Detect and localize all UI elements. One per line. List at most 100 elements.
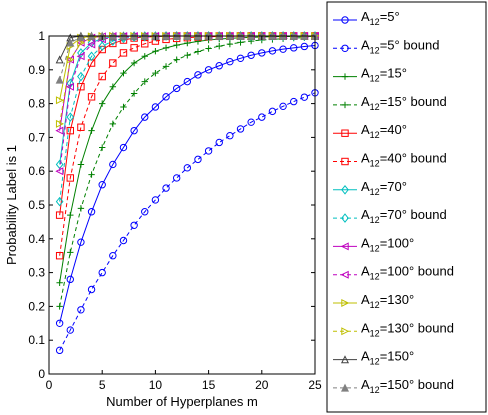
- data-point: [130, 59, 138, 67]
- data-point: [99, 144, 106, 151]
- data-point: [55, 75, 64, 84]
- legend-item: A12=15°: [333, 66, 407, 84]
- data-point: [66, 55, 75, 64]
- legend-marker: [341, 16, 349, 24]
- legend-item: A12=100°: [333, 235, 414, 253]
- y-tick-label: 0.7: [28, 130, 45, 144]
- data-point: [87, 285, 96, 294]
- data-point: [55, 119, 64, 128]
- series-line: [59, 35, 315, 283]
- y-tick-label: 0.4: [28, 232, 45, 246]
- data-point: [215, 31, 224, 41]
- legend-marker: [341, 327, 350, 336]
- legend-marker: [340, 355, 350, 364]
- data-point: [162, 31, 170, 41]
- legend-marker: [341, 73, 349, 80]
- data-point: [215, 62, 223, 70]
- data-point: [226, 132, 234, 140]
- data-point: [141, 78, 148, 85]
- data-point: [268, 47, 277, 55]
- series-line: [59, 35, 315, 124]
- data-point: [109, 83, 117, 90]
- legend-item: A12=150° bound: [333, 377, 454, 395]
- legend-item: A12=5° bound: [333, 37, 439, 55]
- data-point: [173, 41, 180, 49]
- x-tick-label: 10: [149, 378, 163, 392]
- data-point: [109, 120, 117, 128]
- data-point: [77, 123, 85, 131]
- legend-marker: [341, 129, 349, 137]
- series-layer: [55, 31, 320, 355]
- legend-label: A12=130°: [361, 292, 414, 310]
- legend-label: A12=5°: [361, 9, 400, 27]
- legend-label: A12=5° bound: [361, 37, 439, 55]
- y-axis-label: Probability Label is 1: [4, 145, 19, 265]
- data-point: [247, 118, 255, 126]
- data-point: [162, 93, 170, 101]
- data-point: [130, 44, 138, 52]
- data-point: [236, 54, 245, 63]
- data-point: [247, 31, 256, 41]
- data-point: [98, 72, 106, 81]
- y-tick-label: 0.1: [28, 333, 45, 347]
- series-3: [56, 33, 319, 286]
- data-point: [183, 31, 192, 41]
- data-point: [87, 51, 96, 62]
- legend-item: A12=150°: [333, 349, 414, 367]
- legend-marker: [341, 157, 349, 166]
- data-point: [77, 238, 85, 246]
- data-point: [56, 303, 63, 310]
- data-point: [120, 69, 127, 77]
- data-point: [55, 167, 64, 176]
- data-point: [55, 196, 64, 207]
- data-point: [88, 171, 95, 178]
- x-axis: 0 5 10 15 20 25: [46, 36, 322, 392]
- legend-item: A12=130° bound: [333, 320, 454, 338]
- data-point: [172, 174, 181, 182]
- series-5: [55, 32, 319, 219]
- series-9: [55, 31, 319, 135]
- data-point: [130, 90, 138, 97]
- data-point: [268, 31, 277, 41]
- data-point: [268, 107, 277, 116]
- data-point: [183, 164, 192, 172]
- legend-item: A12=70°: [333, 179, 407, 197]
- data-point: [76, 52, 85, 61]
- legend-marker: [341, 184, 349, 195]
- data-point: [130, 31, 138, 41]
- data-point: [151, 103, 160, 111]
- data-point: [152, 69, 159, 77]
- data-point: [279, 45, 287, 53]
- legend-label: A12=70° bound: [361, 207, 447, 225]
- series-6: [55, 32, 319, 260]
- y-axis: 0 0.1 0.2 0.3 0.4 0.5 0.6 0.7 0.8 0.9 1: [28, 29, 315, 381]
- data-point: [141, 53, 148, 60]
- data-point: [119, 49, 128, 57]
- data-point: [56, 279, 63, 286]
- data-point: [258, 113, 266, 121]
- data-point: [77, 161, 85, 168]
- data-point: [55, 55, 64, 64]
- data-point: [66, 126, 74, 135]
- series-1: [55, 41, 319, 327]
- data-point: [152, 48, 159, 55]
- data-point: [77, 71, 85, 82]
- data-point: [76, 32, 85, 41]
- data-point: [98, 41, 107, 51]
- legend-marker: [341, 213, 349, 223]
- data-point: [109, 160, 117, 169]
- series-12: [55, 31, 320, 128]
- data-point: [236, 31, 245, 41]
- data-point: [66, 112, 75, 122]
- data-point: [109, 59, 117, 67]
- y-tick-label: 0.8: [28, 97, 45, 111]
- data-point: [204, 147, 213, 155]
- series-line: [59, 35, 315, 202]
- legend-label: A12=150° bound: [361, 377, 454, 395]
- legend-label: A12=15°: [361, 66, 407, 84]
- x-tick-label: 25: [308, 378, 322, 392]
- y-tick-label: 0.3: [28, 266, 45, 280]
- legend-marker: [340, 383, 350, 392]
- data-point: [130, 221, 138, 229]
